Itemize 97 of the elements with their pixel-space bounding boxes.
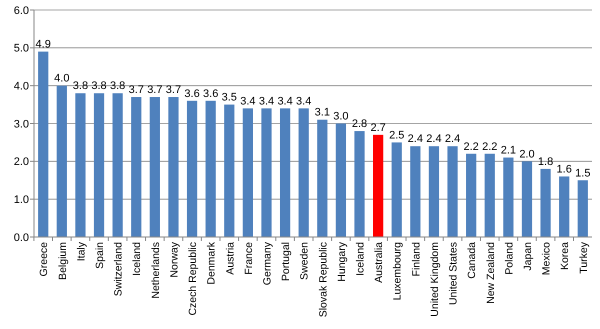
data-label: 3.4: [277, 95, 293, 108]
data-label: 3.8: [110, 80, 126, 92]
data-label: 2.2: [464, 140, 479, 153]
x-tick-label: Portugal: [280, 242, 292, 282]
x-tick-label: Spain: [94, 242, 106, 269]
bar: [206, 100, 216, 237]
data-label: 3.1: [314, 106, 330, 119]
bar: [150, 97, 160, 237]
bar: [540, 168, 551, 237]
bar: [410, 146, 420, 237]
data-label: 2.5: [389, 129, 404, 142]
bar: [261, 108, 272, 237]
x-tick-label: Canada: [466, 242, 478, 279]
bar: [428, 146, 440, 237]
data-label: 3.5: [222, 92, 237, 104]
x-tick-label: Iceland: [131, 242, 144, 276]
bar: [75, 93, 86, 237]
bar: [578, 180, 588, 237]
x-tick-label: Hungary: [336, 241, 348, 282]
data-label: 1.5: [575, 167, 590, 180]
x-tick-label: Greece: [38, 242, 50, 276]
bar: [186, 100, 198, 237]
data-label: 2.0: [519, 148, 535, 160]
x-tick-label: Australia: [373, 242, 386, 283]
data-label: 1.8: [538, 156, 554, 168]
x-tick-label: Netherlands: [150, 242, 162, 299]
x-tick-label: Italy: [75, 241, 88, 262]
x-tick-label: Slovak Republic: [317, 242, 330, 318]
data-label: 2.4: [444, 133, 460, 146]
x-tick-label: Finland: [410, 242, 422, 276]
data-label: 3.4: [296, 95, 312, 108]
data-label: 3.4: [240, 95, 256, 108]
bar: [280, 108, 290, 237]
bar: [447, 146, 458, 237]
bar: [373, 134, 384, 237]
y-tick-label: 2.0: [14, 156, 29, 168]
bar: [224, 104, 234, 237]
bar: [298, 108, 309, 237]
bar: [131, 97, 142, 237]
x-tick-label: Luxembourg: [392, 242, 404, 300]
bar: [484, 154, 495, 237]
y-tick-label: 4.0: [14, 80, 29, 93]
bar: [38, 52, 48, 237]
data-label: 2.7: [370, 122, 386, 134]
x-tick-label: Czech Republic: [187, 242, 200, 316]
bar: [392, 142, 402, 237]
x-tick-label: Belgium: [56, 242, 69, 280]
data-label: 3.6: [203, 88, 218, 100]
data-label: 3.8: [91, 80, 107, 92]
data-label: 3.6: [184, 88, 200, 100]
x-tick-label: Japan: [522, 242, 534, 271]
x-tick-label: Turkey: [578, 241, 590, 274]
x-tick-label: Iceland: [354, 242, 367, 276]
bar: [94, 93, 104, 237]
x-tick-label: Mexico: [540, 242, 553, 276]
bar: [559, 176, 570, 237]
x-tick-label: Korea: [559, 242, 572, 270]
data-label: 2.8: [352, 118, 368, 130]
data-label: 3.7: [166, 84, 182, 96]
bar: [242, 108, 253, 237]
y-tick-label: 5.0: [14, 42, 29, 55]
data-label: 2.2: [482, 140, 498, 153]
data-label: 2.4: [426, 133, 442, 146]
bar: [336, 124, 346, 237]
bar: [56, 86, 67, 237]
data-label: 3.4: [258, 95, 274, 108]
x-tick-label: United Kingdom: [428, 242, 441, 317]
data-label: 3.7: [128, 84, 144, 96]
x-tick-label: Sweden: [298, 242, 311, 280]
y-tick-label: 0.0: [14, 232, 29, 244]
data-label: 3.7: [147, 84, 162, 96]
x-tick-label: France: [242, 242, 255, 275]
y-tick-label: 3.0: [14, 118, 29, 130]
bar: [317, 120, 328, 237]
x-tick-label: United States: [448, 242, 460, 306]
bar: [522, 161, 532, 237]
data-label: 1.6: [556, 163, 572, 176]
bar: [168, 97, 179, 237]
x-tick-label: Switzerland: [112, 242, 125, 296]
data-label: 3.8: [72, 80, 88, 92]
data-label: 3.0: [333, 110, 349, 122]
x-tick-label: Denmark: [206, 241, 218, 285]
x-tick-label: New Zealand: [484, 242, 497, 304]
bar: [503, 158, 514, 237]
data-label: 2.1: [500, 144, 516, 157]
x-tick-label: Norway: [168, 241, 180, 278]
y-tick-label: 6.0: [14, 4, 29, 17]
y-tick-label: 1.0: [14, 194, 29, 206]
data-label: 4.9: [36, 38, 51, 51]
data-label: 2.4: [408, 133, 423, 146]
data-label: 4.0: [54, 72, 70, 85]
x-tick-label: Germany: [261, 241, 274, 286]
bar: [112, 93, 123, 237]
bar: [354, 131, 365, 237]
x-tick-label: Austria: [224, 242, 236, 275]
bar: [466, 154, 476, 237]
x-tick-label: Poland: [503, 242, 516, 275]
